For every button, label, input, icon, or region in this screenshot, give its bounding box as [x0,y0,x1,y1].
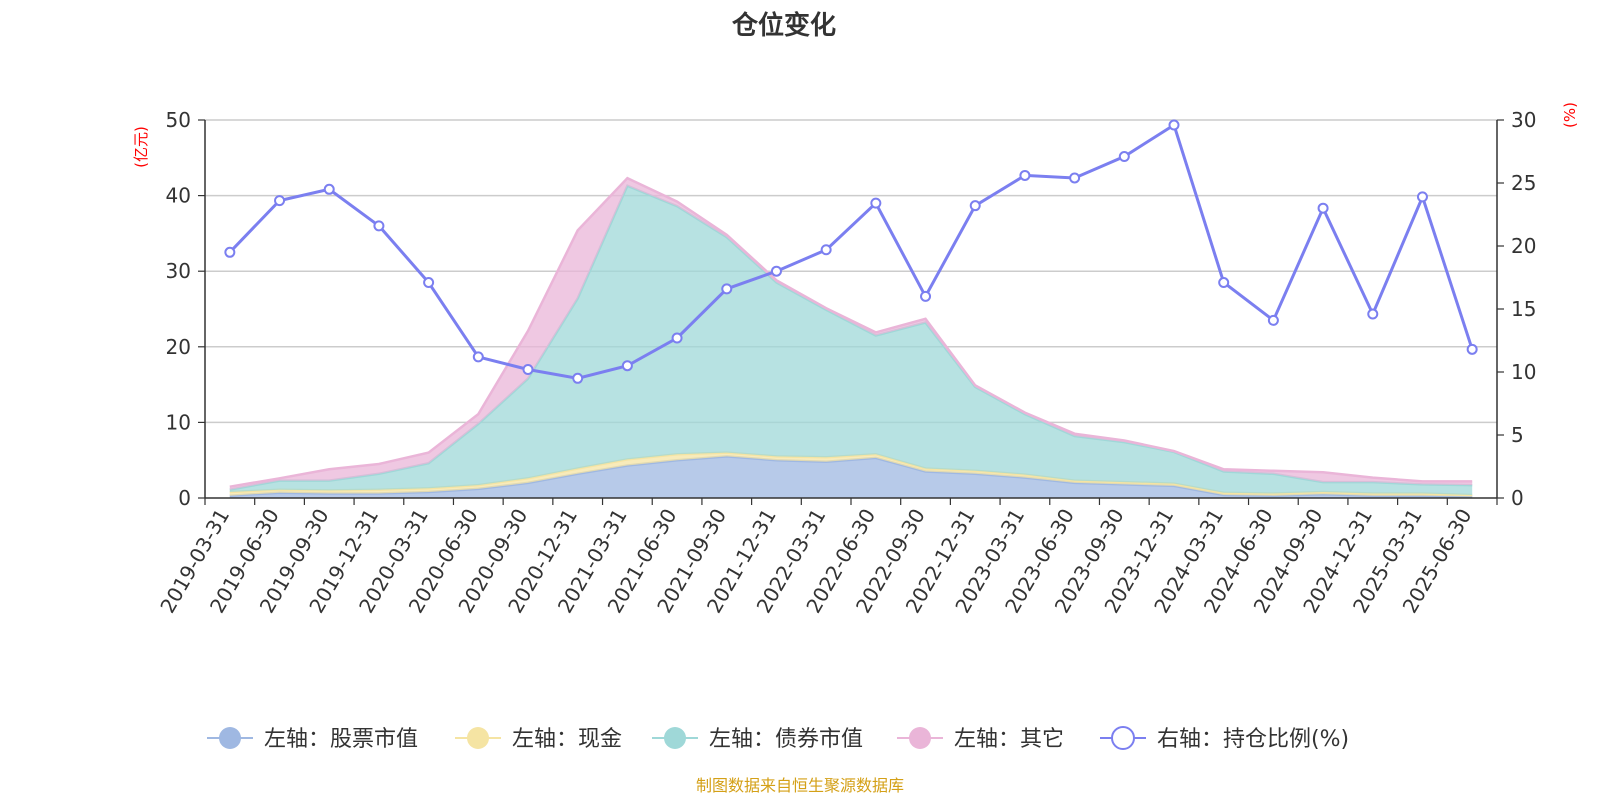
area-edge-左轴：其它 [229,176,1473,488]
right-tick-label: 25 [1511,171,1536,195]
right-tick-label: 5 [1511,423,1524,447]
ratio-point [572,372,584,384]
ratio-point [920,290,932,302]
area-左轴：股票市值 [229,456,1473,498]
ratio-point [1069,172,1081,184]
legend-label[interactable]: 右轴：持仓比例(%) [1157,727,1349,752]
ratio-point [721,283,733,295]
ratio-point [1019,169,1031,181]
legend-label[interactable]: 左轴：股票市值 [264,727,418,752]
right-tick-label: 30 [1511,108,1536,132]
left-tick-label: 0 [178,486,191,510]
area-左轴：现金 [229,452,1473,497]
legend-label[interactable]: 左轴：其它 [954,727,1064,752]
legend-marker [909,727,931,749]
legend-marker [664,727,686,749]
legend-marker [467,727,489,749]
ratio-line [228,122,1474,380]
chart-title: 仓位变化 [731,10,836,41]
ratio-point [274,195,286,207]
ratio-point [472,351,484,363]
data-source-note: 制图数据来自恒生聚源数据库 [696,776,904,795]
ratio-point [770,265,782,277]
ratio-point [621,360,633,372]
left-tick-label: 10 [166,410,191,434]
left-tick-label: 30 [166,259,191,283]
ratio-point [1367,308,1379,320]
ratio-point [423,277,435,289]
ratio-point [1317,202,1329,214]
ratio-line-series [224,119,1478,384]
right-tick-label: 10 [1511,360,1536,384]
ratio-point [870,197,882,209]
area-左轴：债券市值 [229,185,1473,496]
left-tick-label: 50 [166,108,191,132]
legend-marker [219,727,241,749]
ratio-point [1218,277,1230,289]
ratio-point [1466,343,1478,355]
legend-marker [1111,726,1135,750]
ratio-point [820,244,832,256]
ratio-point [323,183,335,195]
left-tick-label: 40 [166,184,191,208]
ratio-point [224,246,236,258]
legend-label[interactable]: 左轴：债券市值 [709,727,863,752]
left-axis-unit: (亿元) [132,126,150,168]
legend[interactable]: 左轴：股票市值 左轴：现金 左轴：债券市值 左轴：其它 右轴：持仓比例(%) [207,726,1349,752]
right-tick-label: 15 [1511,297,1536,321]
ratio-point [522,363,534,375]
left-tick-label: 20 [166,335,191,359]
ratio-point [1168,119,1180,131]
right-tick-label: 0 [1511,486,1524,510]
ratio-point [671,332,683,344]
ratio-point [1416,191,1428,203]
area-series [229,176,1473,498]
legend-label[interactable]: 左轴：现金 [512,727,622,752]
ratio-point [373,220,385,232]
ratio-point [1267,314,1279,326]
right-tick-label: 20 [1511,234,1536,258]
right-axis-unit: (%) [1561,102,1579,128]
ratio-point [969,200,981,212]
ratio-point [1118,151,1130,163]
